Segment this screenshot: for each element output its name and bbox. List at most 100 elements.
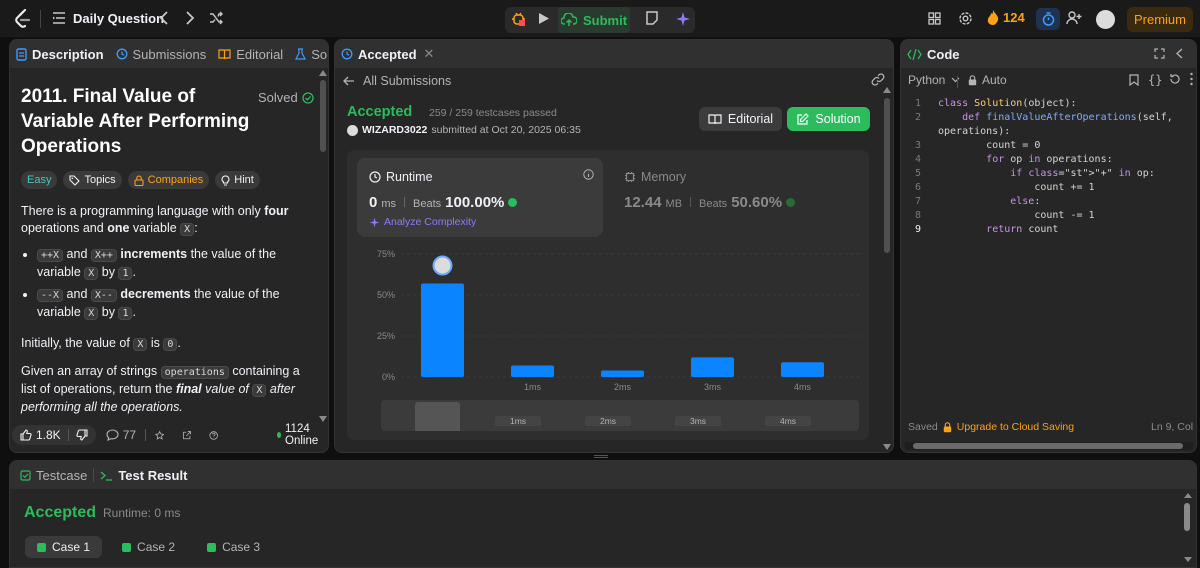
bar-0ms: [421, 283, 464, 377]
prev-question-icon[interactable]: [159, 11, 169, 25]
scroll-up-icon[interactable]: [1184, 493, 1192, 498]
note-icon[interactable]: [645, 11, 659, 25]
upgrade-link[interactable]: Upgrade to Cloud Saving: [956, 421, 1075, 433]
case-tab[interactable]: Case 3: [195, 536, 272, 558]
daily-question-link[interactable]: Daily Question: [73, 11, 165, 26]
streak-counter[interactable]: 124: [987, 10, 1025, 25]
topics-chip[interactable]: Topics: [63, 171, 122, 189]
x-tick-label: 1ms: [524, 382, 542, 391]
scrollbar[interactable]: [320, 80, 326, 152]
tab-test-result[interactable]: Test Result: [94, 461, 193, 489]
tab-submissions[interactable]: Submissions: [110, 40, 213, 68]
code-text: def finalValueAfterOperations(self,: [962, 112, 1173, 123]
line-number: 7: [914, 196, 921, 207]
horizontal-scrollbar-thumb[interactable]: [913, 443, 1183, 449]
check-icon: [37, 542, 46, 552]
submission-tabs: Accepted ✕: [335, 40, 893, 68]
code-editor[interactable]: 1 class Solution(object): 2 def finalValue…: [901, 97, 1196, 240]
overview-window[interactable]: [415, 402, 460, 431]
thumbs-up-icon: [20, 429, 32, 441]
back-to-submissions[interactable]: All Submissions: [343, 74, 451, 88]
tab-description[interactable]: Description: [10, 40, 110, 68]
tab-editorial[interactable]: Editorial: [212, 40, 289, 68]
bookmark-icon[interactable]: [1129, 74, 1139, 86]
divider: [67, 429, 69, 441]
format-code-icon[interactable]: {}: [1148, 73, 1163, 87]
like-button[interactable]: 1.8K: [12, 425, 96, 445]
difficulty-badge: Easy: [21, 171, 58, 189]
editorial-label: Editorial: [727, 112, 774, 126]
comments-button[interactable]: 77: [106, 428, 136, 442]
next-question-icon[interactable]: [185, 11, 195, 25]
list-icon[interactable]: [52, 11, 66, 25]
case-tab[interactable]: Case 2: [110, 536, 187, 558]
collapse-icon[interactable]: [1176, 48, 1183, 59]
scroll-up-icon[interactable]: [883, 87, 891, 93]
info-icon[interactable]: [583, 169, 594, 180]
ai-sparkle-icon[interactable]: [672, 9, 694, 29]
leetcode-logo-icon[interactable]: [14, 9, 32, 29]
check-icon: [122, 542, 132, 552]
avatar[interactable]: [1096, 10, 1115, 29]
analyze-complexity-button[interactable]: Analyze Complexity: [369, 216, 476, 228]
thumbs-down-icon[interactable]: [76, 429, 88, 441]
add-friend-icon[interactable]: [1066, 11, 1082, 25]
settings-gear-icon[interactable]: [958, 11, 973, 26]
x-tick-label: 4ms: [794, 382, 812, 391]
scrollbar[interactable]: [1184, 503, 1190, 531]
hint-chip[interactable]: Hint: [215, 171, 260, 189]
maximize-icon[interactable]: [1154, 48, 1165, 59]
resize-handle[interactable]: [594, 455, 608, 458]
companies-chip[interactable]: Companies: [127, 171, 210, 189]
runtime-box[interactable]: Runtime 0 ms Beats 100.00% Analyze Compl…: [357, 158, 603, 237]
likes-count: 1.8K: [36, 428, 61, 442]
memory-unit: MB: [665, 198, 683, 210]
scroll-down-icon[interactable]: [319, 416, 327, 422]
share-icon[interactable]: [182, 429, 192, 442]
code-text: for op in operations:: [986, 154, 1113, 165]
tab-accepted[interactable]: Accepted ✕: [335, 40, 440, 68]
check-icon: [207, 542, 217, 552]
language-selector[interactable]: Python: [908, 73, 960, 87]
tab-testcase[interactable]: Testcase: [14, 461, 93, 489]
timer-icon[interactable]: [1036, 8, 1060, 30]
close-tab-icon[interactable]: ✕: [423, 46, 435, 61]
tab-solutions[interactable]: Solution: [289, 40, 328, 68]
divider: [40, 10, 41, 28]
submit-button[interactable]: Submit: [558, 7, 630, 33]
help-icon[interactable]: [209, 429, 219, 442]
tag-icon: [69, 174, 81, 186]
memory-value: 12.44: [624, 194, 662, 211]
scroll-up-icon[interactable]: [319, 70, 327, 76]
memory-box[interactable]: Memory 12.44 MB Beats 50.60%: [614, 158, 860, 237]
tab-code[interactable]: Code: [901, 40, 966, 68]
operations-list: ++X and X++ increments the value of the …: [21, 246, 311, 326]
lock-icon: [968, 74, 977, 85]
book-icon: [708, 113, 722, 124]
memory-stats: 12.44 MB Beats 50.60%: [624, 194, 796, 211]
debug-icon[interactable]: [511, 11, 526, 26]
scroll-down-icon[interactable]: [1184, 557, 1192, 562]
more-icon[interactable]: [1190, 72, 1193, 86]
run-icon[interactable]: [538, 12, 550, 25]
editorial-button[interactable]: Editorial: [699, 107, 782, 131]
distribution-overview[interactable]: 1ms 2ms 3ms 4ms: [381, 400, 859, 431]
link-icon[interactable]: [871, 73, 885, 86]
shuffle-icon[interactable]: [209, 11, 224, 25]
reset-icon[interactable]: [1169, 73, 1181, 85]
line-number: 1: [914, 98, 921, 109]
horizontal-scrollbar-track[interactable]: [905, 442, 1193, 450]
premium-button[interactable]: Premium: [1127, 7, 1193, 32]
testcases-passed: 259 / 259 testcases passed: [429, 107, 557, 119]
tab-solutions-label: Solution: [311, 46, 328, 62]
solution-button[interactable]: Solution: [787, 107, 870, 131]
scrollbar[interactable]: [884, 98, 890, 253]
auto-mode[interactable]: Auto: [968, 73, 1007, 87]
scroll-down-icon[interactable]: [883, 444, 891, 450]
username[interactable]: WIZARD3022: [362, 124, 428, 136]
case-tab[interactable]: Case 1: [25, 536, 103, 558]
layout-grid-icon[interactable]: [928, 12, 941, 25]
solved-label: Solved: [258, 90, 298, 105]
runtime-value: 0: [369, 194, 378, 211]
star-icon[interactable]: [154, 429, 165, 442]
